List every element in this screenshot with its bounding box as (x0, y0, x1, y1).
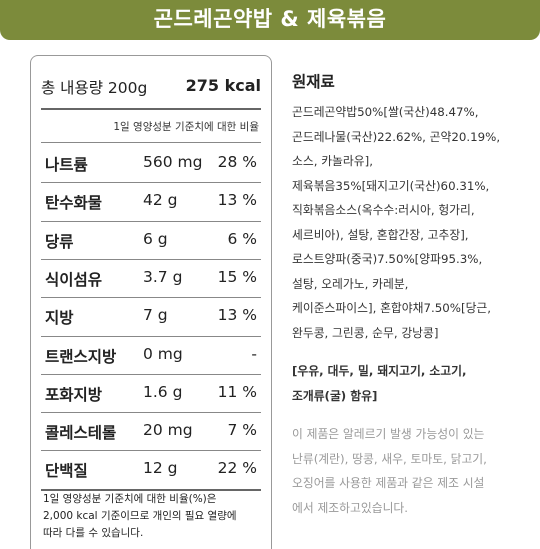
nutrient-percent: 11 % (217, 382, 257, 401)
divider (41, 373, 261, 375)
divider (41, 297, 261, 299)
product-title-banner: 곤드레곤약밥 & 제육볶음 (0, 0, 540, 40)
ingredient-line: 완두콩, 그린콩, 순무, 강낭콩] (292, 325, 439, 340)
ingredient-line: 직화볶음소스(옥수수:러시아, 헝가리, (292, 203, 475, 217)
nutrient-percent: 7 % (227, 421, 257, 440)
nutrient-name: 포화지방 (45, 385, 103, 404)
nutrient-row: 식이섬유 3.7 g 15 % (41, 261, 261, 297)
nutrient-name: 지방 (45, 309, 74, 328)
nutrient-row: 탄수화물 42 g 13 % (41, 184, 261, 220)
daily-value-basis-note: 1일 영양성분 기준치에 대한 비율 (113, 121, 259, 133)
nutrient-percent: - (251, 344, 257, 363)
ingredient-line: 곤드레곤약밥50%[쌀(국산)48.47%, (292, 105, 479, 119)
nutrient-amount: 1.6 g (143, 382, 183, 401)
total-content-label: 총 내용량 200g (41, 79, 148, 97)
divider (41, 488, 261, 491)
divider (41, 335, 261, 337)
nutrient-name: 당류 (45, 232, 74, 251)
nutrient-row: 콜레스테롤 20 mg 7 % (41, 414, 261, 450)
nutrient-name: 나트륨 (45, 156, 88, 174)
daily-value-footnote: 1일 영양성분 기준치에 대한 비율(%)은 2,000 kcal 기준이므로 … (43, 491, 265, 542)
ingredients-section: 원재료 곤드레곤약밥50%[쌀(국산)48.47%, 곤드레나물(국산)22.6… (292, 70, 532, 520)
nutrient-name: 콜레스테롤 (45, 424, 117, 443)
nutrient-amount: 0 mg (143, 344, 183, 363)
allergen-line: [우유, 대두, 밀, 돼지고기, 소고기, (292, 364, 467, 378)
nutrient-name: 트랜스지방 (45, 347, 117, 366)
ingredient-line: 제육볶음35%[돼지고기(국산)60.31%, (292, 178, 490, 193)
allergen-line: 조개류(굴) 함유] (292, 388, 378, 403)
ingredients-title: 원재료 (292, 73, 335, 91)
nutrition-facts-panel: 총 내용량 200g 275 kcal 1일 영양성분 기준치에 대한 비율 나… (30, 55, 272, 549)
nutrient-percent: 13 % (217, 191, 257, 210)
divider (41, 258, 261, 260)
disclaimer-line: 에서 제조하고있습니다. (292, 500, 409, 515)
nutrient-amount: 12 g (143, 459, 178, 478)
nutrient-name: 단백질 (45, 462, 88, 481)
nutrient-percent: 15 % (217, 267, 257, 286)
nutrient-amount: 20 mg (143, 421, 193, 440)
disclaimer-line: 난류(계란), 땅콩, 새우, 토마토, 닭고기, (292, 451, 487, 466)
allergen-info: [우유, 대두, 밀, 돼지고기, 소고기, 조개류(굴) 함유] (292, 359, 532, 408)
ingredient-line: 세르비아), 설탕, 혼합간장, 고추장], (292, 227, 469, 242)
nutrient-percent: 13 % (217, 306, 257, 325)
nutrient-name: 탄수화물 (45, 194, 103, 213)
nutrient-percent: 22 % (217, 459, 257, 478)
disclaimer-line: 오징어를 사용한 제품과 같은 제조 시설 (292, 476, 485, 490)
nutrient-amount: 7 g (143, 306, 168, 325)
ingredient-line: 로스트양파(중국)7.50%[양파95.3%, (292, 252, 483, 266)
footnote-line: 따라 다를 수 있습니다. (43, 527, 144, 539)
cross-contamination-notice: 이 제품은 알레르기 발생 가능성이 있는 난류(계란), 땅콩, 새우, 토마… (292, 422, 532, 520)
nutrient-amount: 6 g (143, 229, 168, 248)
nutrient-name: 식이섬유 (45, 270, 103, 289)
divider (41, 108, 261, 110)
nutrient-amount: 3.7 g (143, 267, 183, 286)
footnote-line: 2,000 kcal 기준이므로 개인의 필요 열량에 (43, 510, 237, 522)
total-content-row: 총 내용량 200g 275 kcal (41, 76, 261, 100)
divider (41, 412, 261, 414)
ingredient-line: 케이준스파이스], 혼합야채7.50%[당근, (292, 301, 492, 315)
nutrient-row: 트랜스지방 0 mg - (41, 338, 261, 374)
nutrient-row: 당류 6 g 6 % (41, 223, 261, 259)
ingredient-line: 소스, 카놀라유], (292, 154, 373, 168)
calories-value: 275 kcal (185, 76, 261, 95)
divider (41, 142, 261, 143)
nutrient-amount: 42 g (143, 191, 178, 210)
product-title: 곤드레곤약밥 & 제육볶음 (153, 7, 387, 31)
nutrient-row: 포화지방 1.6 g 11 % (41, 376, 261, 412)
footnote-line: 1일 영양성분 기준치에 대한 비율(%)은 (43, 493, 217, 505)
nutrient-row: 지방 7 g 13 % (41, 299, 261, 335)
nutrient-amount: 560 mg (143, 153, 203, 171)
ingredient-line: 설탕, 오레가노, 카레분, (292, 276, 409, 291)
divider (41, 220, 261, 222)
ingredient-line: 곤드레나물(국산)22.62%, 곤약20.19%, (292, 129, 501, 144)
nutrient-row: 나트륨 560 mg 28 % (41, 146, 261, 182)
nutrient-percent: 6 % (227, 229, 257, 248)
divider (41, 450, 261, 452)
divider (41, 182, 261, 184)
nutrient-percent: 28 % (217, 153, 257, 171)
disclaimer-line: 이 제품은 알레르기 발생 가능성이 있는 (292, 427, 485, 441)
nutrient-row: 단백질 12 g 22 % (41, 452, 261, 488)
